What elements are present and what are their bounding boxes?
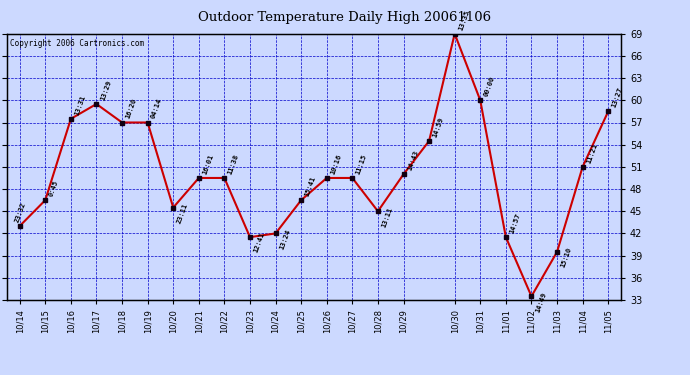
Text: 14:59: 14:59 <box>432 116 445 138</box>
Text: 23:11: 23:11 <box>176 202 189 224</box>
Text: 13:31: 13:31 <box>74 94 86 116</box>
Text: 11:38: 11:38 <box>227 153 240 175</box>
Text: 11:15: 11:15 <box>355 153 368 175</box>
Text: 16:01: 16:01 <box>201 153 215 175</box>
Text: 13:11: 13:11 <box>381 206 393 228</box>
Text: 13:29: 13:29 <box>99 79 112 101</box>
Text: 15:10: 15:10 <box>560 247 573 268</box>
Text: 15:41: 15:41 <box>304 176 317 197</box>
Text: Outdoor Temperature Daily High 20061106: Outdoor Temperature Daily High 20061106 <box>199 11 491 24</box>
Text: 13:35: 13:35 <box>457 9 471 31</box>
Text: 23:32: 23:32 <box>14 201 27 223</box>
Text: 12:41: 12:41 <box>253 232 266 254</box>
Text: 00:00: 00:00 <box>483 75 496 98</box>
Text: 13:27: 13:27 <box>611 87 624 109</box>
Text: 14:57: 14:57 <box>509 212 522 234</box>
Text: 14:49: 14:49 <box>534 291 547 313</box>
Text: 10:16: 10:16 <box>330 153 342 175</box>
Text: 16:20: 16:20 <box>125 98 138 120</box>
Text: 14:43: 14:43 <box>406 150 420 171</box>
Text: 13:24: 13:24 <box>278 228 291 250</box>
Text: 04:14: 04:14 <box>150 98 164 120</box>
Text: Copyright 2006 Cartronics.com: Copyright 2006 Cartronics.com <box>10 39 144 48</box>
Text: 0:45: 0:45 <box>48 179 59 197</box>
Text: 11:21: 11:21 <box>585 142 598 164</box>
